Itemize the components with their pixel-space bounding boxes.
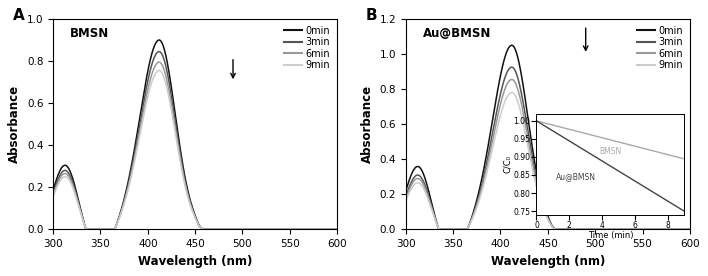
- Y-axis label: Absorbance: Absorbance: [8, 85, 21, 163]
- Text: A: A: [13, 9, 25, 23]
- X-axis label: Wavelength (nm): Wavelength (nm): [491, 255, 605, 268]
- X-axis label: Wavelength (nm): Wavelength (nm): [138, 255, 252, 268]
- Legend: 0min, 3min, 6min, 9min: 0min, 3min, 6min, 9min: [635, 24, 685, 72]
- Y-axis label: Absorbance: Absorbance: [361, 85, 374, 163]
- Text: BMSN: BMSN: [70, 27, 110, 40]
- Text: B: B: [366, 9, 377, 23]
- Legend: 0min, 3min, 6min, 9min: 0min, 3min, 6min, 9min: [282, 24, 332, 72]
- Text: Au@BMSN: Au@BMSN: [423, 27, 491, 40]
